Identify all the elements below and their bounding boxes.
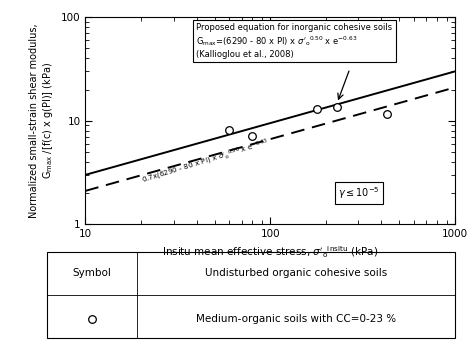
Text: Proposed equation for inorganic cohesive soils
G$_{\rm max}$=(6290 - 80 x PI) x : Proposed equation for inorganic cohesive… bbox=[196, 23, 392, 59]
Text: Symbol: Symbol bbox=[73, 268, 112, 278]
Text: Undisturbed organic cohesive soils: Undisturbed organic cohesive soils bbox=[205, 268, 387, 278]
Y-axis label: Normalized small-strain shear modulus,
G$_{\rm max}$ /[f(c) x g(PI)] (kPa): Normalized small-strain shear modulus, G… bbox=[29, 23, 55, 218]
Text: $\gamma$$\leq$10$^{-5}$: $\gamma$$\leq$10$^{-5}$ bbox=[338, 185, 380, 201]
Text: Medium-organic soils with CC=0-23 %: Medium-organic soils with CC=0-23 % bbox=[196, 314, 396, 324]
Text: 0.7x(6290 - 80 x PI) x $\sigma'_{\rm o}$$^{0.50}$ x e$^{-0.63}$: 0.7x(6290 - 80 x PI) x $\sigma'_{\rm o}$… bbox=[141, 137, 271, 187]
X-axis label: Insitu mean effective stress, $\sigma'_{\rm o}$$^{\rm insitu}$ (kPa): Insitu mean effective stress, $\sigma'_{… bbox=[162, 245, 378, 260]
